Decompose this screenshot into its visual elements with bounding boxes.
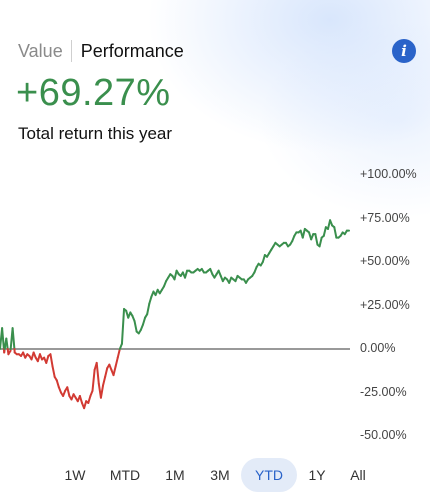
tab-value[interactable]: Value — [18, 40, 63, 61]
series-segment-negative — [83, 400, 88, 410]
range-ytd[interactable]: YTD — [241, 458, 297, 492]
range-1y[interactable]: 1Y — [308, 467, 326, 483]
series-segment-negative — [66, 386, 71, 397]
series-segment-positive — [318, 236, 323, 248]
series-segment-negative — [112, 365, 117, 377]
y-tick-label: -50.00% — [360, 428, 407, 442]
series-segment-positive — [148, 295, 153, 305]
tab-performance[interactable]: Performance — [80, 40, 184, 61]
series-segment-positive — [120, 307, 126, 345]
series-segment-positive — [301, 227, 306, 239]
series-segment-positive — [173, 269, 178, 281]
range-1m[interactable]: 1M — [165, 467, 185, 483]
range-3m[interactable]: 3M — [210, 467, 230, 483]
series-segment-positive — [261, 254, 266, 263]
series-segment-positive — [322, 226, 327, 237]
info-icon[interactable]: i — [392, 39, 416, 63]
time-range-selector: 1W MTD 1M 3M YTD 1Y All — [0, 458, 430, 492]
range-all[interactable]: All — [350, 467, 366, 483]
tab-divider — [70, 40, 72, 62]
y-tick-label: -25.00% — [360, 384, 407, 399]
series-segment-negative — [55, 379, 60, 389]
y-tick-label: +25.00% — [360, 297, 410, 312]
series-segment-positive — [314, 233, 319, 246]
series-segment-negative — [102, 375, 107, 387]
series-segment-positive — [5, 337, 9, 350]
total-return-value: +69.27% — [16, 72, 171, 114]
series-segment-negative — [116, 348, 121, 359]
view-toggle: Value Performance — [18, 40, 184, 62]
series-segment-positive — [184, 269, 189, 279]
series-segment-negative — [91, 368, 96, 392]
series-segment-positive — [333, 226, 338, 239]
y-tick-label: 0.00% — [360, 341, 396, 355]
series-segment-negative — [95, 361, 100, 385]
series-segment-positive — [141, 316, 147, 326]
range-mtd[interactable]: MTD — [109, 467, 141, 483]
series-segment-negative — [114, 356, 119, 368]
series-segment-negative — [104, 367, 109, 378]
series-segment-negative — [78, 394, 83, 404]
y-tick-label: +75.00% — [360, 210, 410, 225]
series-segment-positive — [133, 320, 138, 333]
series-segment-positive — [146, 302, 151, 316]
total-return-caption: Total return this year — [18, 124, 173, 143]
series-segment-negative — [45, 354, 50, 364]
series-segment-negative — [51, 365, 56, 378]
series-segment-positive — [1, 327, 5, 350]
series-segment-negative — [49, 353, 54, 368]
series-segment-positive — [11, 327, 16, 350]
y-tick-label: +50.00% — [360, 254, 410, 268]
series-segment-negative — [87, 394, 92, 404]
series-segment-negative — [99, 384, 105, 399]
range-1w[interactable]: 1W — [64, 467, 86, 483]
y-tick-label: +100.00% — [360, 167, 417, 181]
